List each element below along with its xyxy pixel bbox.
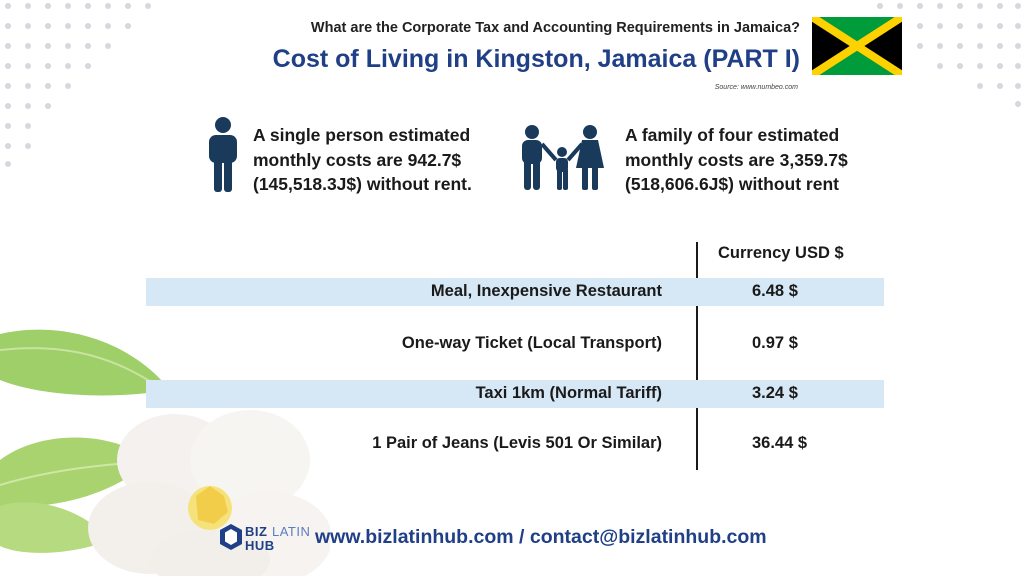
row-value: 3.24 $: [752, 384, 798, 402]
page-subtitle: What are the Corporate Tax and Accountin…: [310, 20, 800, 36]
single-person-cost: A single person estimated monthly costs …: [253, 125, 472, 194]
row-value: 36.44 $: [752, 434, 808, 452]
row-label: 1 Pair of Jeans (Levis 501 Or Similar): [372, 434, 662, 452]
table-divider: [696, 242, 698, 470]
page-title: Cost of Living in Kingston, Jamaica (PAR…: [272, 45, 800, 73]
jamaica-flag-icon: [812, 17, 902, 75]
table-row: Meal, Inexpensive Restaurant 6.48 $: [146, 278, 884, 306]
table-row: 1 Pair of Jeans (Levis 501 Or Similar) 3…: [146, 430, 884, 458]
family-icon: [522, 125, 604, 190]
table-row: One-way Ticket (Local Transport) 0.97 $: [146, 330, 884, 358]
currency-column-header: Currency USD $: [718, 244, 844, 262]
row-label: One-way Ticket (Local Transport): [401, 334, 662, 352]
family-cost: A family of four estimated monthly costs…: [625, 125, 848, 194]
table-row: Taxi 1km (Normal Tariff) 3.24 $: [146, 380, 884, 408]
dot-pattern-top-left: [0, 0, 170, 170]
row-value: 0.97 $: [752, 334, 798, 352]
source-note: Source: www.numbeo.com: [714, 84, 798, 91]
logo-text-hub: HUB: [245, 538, 275, 553]
logo-mark-icon: [220, 524, 242, 550]
logo-text-latin: LATIN: [272, 524, 311, 539]
row-label: Taxi 1km (Normal Tariff): [475, 384, 662, 402]
dot-pattern-top-right: [870, 0, 1024, 110]
row-label: Meal, Inexpensive Restaurant: [430, 282, 662, 300]
person-icon: [209, 117, 237, 192]
leaf-flower-illustration: [0, 310, 332, 581]
logo-text-biz: BIZ: [245, 524, 268, 539]
footer-contact: www.bizlatinhub.com / contact@bizlatinhu…: [315, 526, 767, 548]
row-value: 6.48 $: [752, 282, 798, 300]
bizlatinhub-logo: BIZ LATIN HUB: [220, 522, 310, 554]
